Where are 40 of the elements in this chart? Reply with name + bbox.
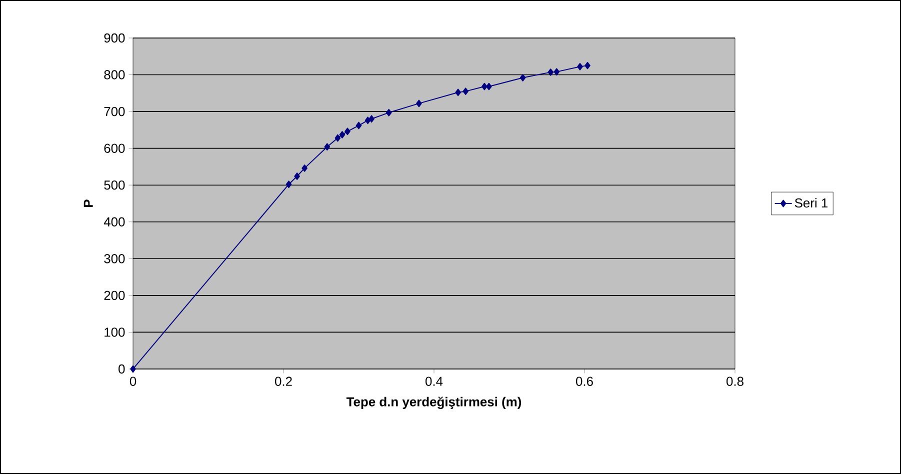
y-tick-label: 0 bbox=[118, 364, 125, 374]
x-tick-label: 0.2 bbox=[275, 376, 292, 386]
point bbox=[577, 62, 583, 70]
y-tick-label: 100 bbox=[104, 328, 125, 337]
x-tick-label: 0.6 bbox=[576, 376, 593, 386]
x-tick-label: 0.4 bbox=[426, 376, 443, 386]
point bbox=[344, 128, 350, 136]
point bbox=[386, 108, 392, 116]
point bbox=[554, 68, 560, 76]
point bbox=[584, 62, 590, 70]
x-tick-label: 0.8 bbox=[726, 376, 744, 386]
point bbox=[339, 131, 346, 138]
point bbox=[302, 164, 308, 172]
point bbox=[416, 100, 422, 108]
y-tick-label: 300 bbox=[104, 254, 125, 264]
y-tick-label: 700 bbox=[104, 106, 125, 116]
point bbox=[334, 134, 341, 142]
legend-label: Seri 1 bbox=[794, 198, 828, 208]
y-tick-label: 400 bbox=[104, 217, 125, 226]
point bbox=[482, 82, 488, 90]
y-tick-label: 200 bbox=[104, 290, 125, 300]
y-axis-title: P bbox=[84, 200, 93, 207]
point bbox=[356, 122, 362, 130]
y-tick-label: 800 bbox=[104, 70, 125, 80]
x-tick-label: 0 bbox=[130, 376, 136, 386]
point bbox=[130, 365, 136, 373]
point bbox=[455, 88, 461, 96]
point bbox=[294, 172, 300, 180]
point bbox=[368, 115, 374, 123]
x-axis-title: Tepe d.n yerdeğiştirmesi (m) bbox=[346, 396, 522, 410]
point bbox=[286, 180, 292, 188]
point bbox=[462, 88, 468, 96]
point bbox=[364, 116, 371, 124]
y-tick-label: 900 bbox=[104, 33, 125, 43]
point bbox=[548, 68, 554, 76]
point bbox=[324, 143, 330, 151]
y-tick-label: 500 bbox=[104, 180, 125, 190]
point bbox=[486, 82, 492, 90]
point bbox=[520, 74, 526, 82]
y-tick-label: 600 bbox=[104, 144, 125, 153]
